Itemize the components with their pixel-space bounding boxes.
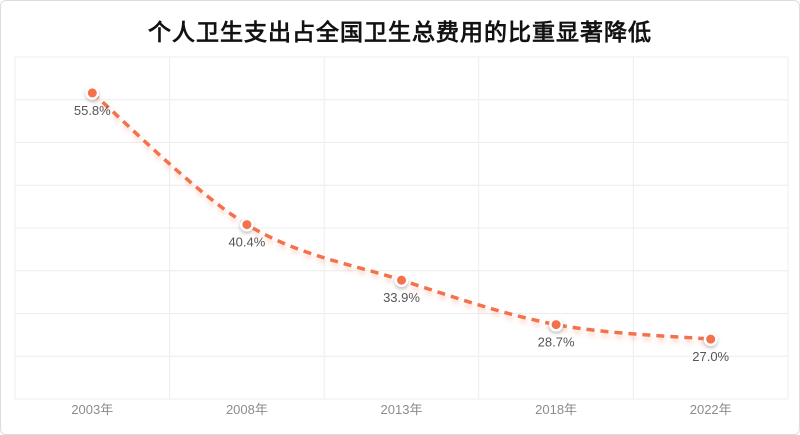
- data-labels: 55.8% 40.4% 33.9% 28.7% 27.0%: [74, 103, 730, 364]
- x-axis-label: 2008年: [226, 402, 268, 417]
- marker-dot: [706, 334, 716, 344]
- marker-dot: [551, 320, 561, 330]
- data-point-markers: [85, 85, 718, 347]
- marker-dot: [242, 220, 252, 230]
- data-point-marker[interactable]: [85, 85, 100, 100]
- data-point-marker[interactable]: [394, 273, 409, 288]
- x-axis-label: 2022年: [690, 402, 732, 417]
- data-point-marker[interactable]: [549, 317, 564, 332]
- x-axis-labels: 2003年 2008年 2013年 2018年 2022年: [71, 402, 731, 417]
- data-point-marker[interactable]: [239, 217, 254, 232]
- marker-dot: [397, 275, 406, 285]
- x-axis-label: 2003年: [71, 402, 113, 417]
- data-label: 55.8%: [74, 103, 111, 118]
- grid-lines: [14, 56, 789, 400]
- x-axis-label: 2018年: [535, 402, 577, 417]
- x-axis-label: 2013年: [381, 402, 423, 417]
- marker-dot: [87, 88, 97, 98]
- data-label: 40.4%: [228, 235, 265, 250]
- data-label: 33.9%: [383, 290, 420, 305]
- data-label: 28.7%: [538, 335, 575, 350]
- chart-title: 个人卫生支出占全国卫生总费用的比重显著降低: [148, 19, 652, 45]
- data-point-marker[interactable]: [703, 332, 718, 347]
- data-label: 27.0%: [692, 349, 729, 364]
